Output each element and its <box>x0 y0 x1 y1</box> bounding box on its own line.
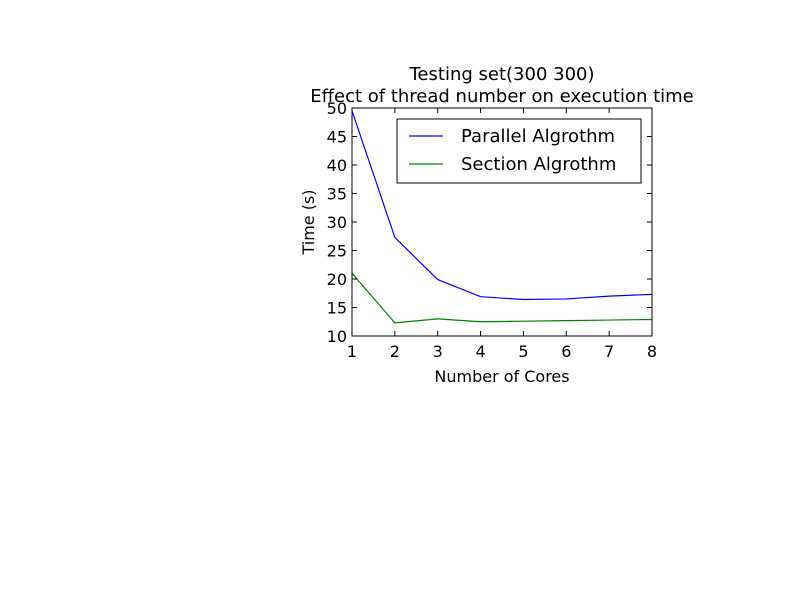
x-tick-label: 3 <box>433 342 443 361</box>
x-tick-label: 6 <box>561 342 571 361</box>
y-tick-label: 50 <box>327 99 347 118</box>
y-tick-label: 30 <box>327 213 347 232</box>
y-tick-label: 25 <box>327 242 347 261</box>
legend: Parallel Algrothm Section Algrothm <box>396 118 642 184</box>
legend-label-parallel: Parallel Algrothm <box>461 126 615 147</box>
y-tick-label: 10 <box>327 327 347 346</box>
x-tick-label: 4 <box>475 342 485 361</box>
chart-title-line-1: Testing set(300 300) <box>409 64 595 85</box>
y-tick-label: 15 <box>327 299 347 318</box>
x-tick-label: 8 <box>647 342 657 361</box>
x-tick-label: 1 <box>347 342 357 361</box>
y-tick-label: 45 <box>327 128 347 147</box>
y-tick-label: 40 <box>327 156 347 175</box>
x-axis-label: Number of Cores <box>434 367 569 386</box>
series-layer <box>351 110 653 324</box>
y-axis-label: Time (s) <box>299 189 318 255</box>
chart-title-line-2: Effect of thread number on execution tim… <box>310 86 694 107</box>
x-tick-label: 5 <box>518 342 528 361</box>
y-tick-label: 35 <box>327 185 347 204</box>
legend-label-section: Section Algrothm <box>461 154 616 175</box>
plot-area-frame <box>351 107 653 337</box>
legend-frame <box>396 118 642 184</box>
series-line-0 <box>351 110 653 301</box>
x-tick-label: 2 <box>390 342 400 361</box>
series-line-1 <box>351 272 653 324</box>
y-tick-label: 20 <box>327 270 347 289</box>
x-tick-label: 7 <box>604 342 614 361</box>
